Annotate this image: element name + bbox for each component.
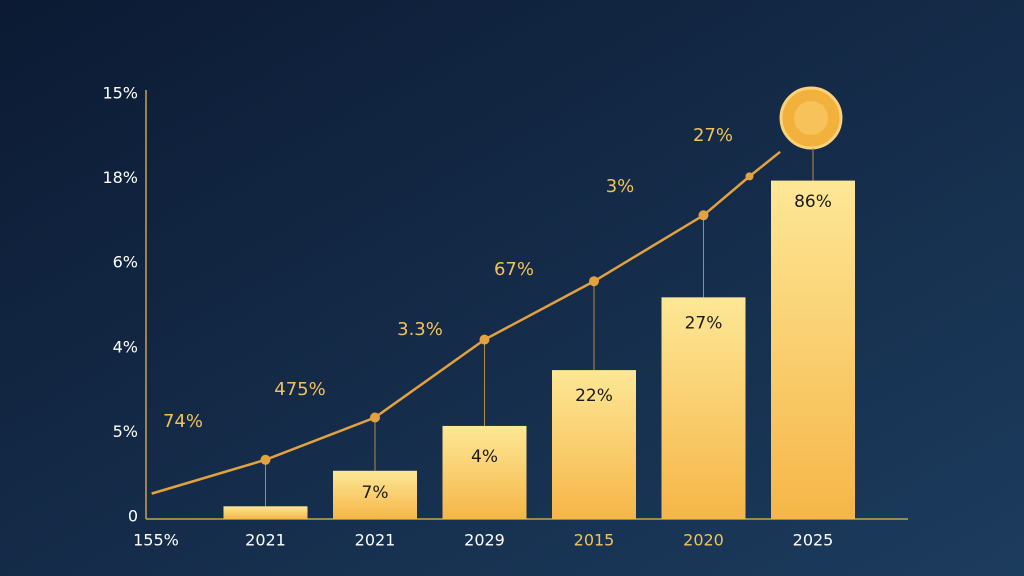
bar: [333, 470, 417, 519]
y-axis-label: 15%: [102, 84, 138, 103]
bar-label: 27%: [685, 313, 723, 333]
x-tick-label: 2015: [574, 531, 615, 550]
y-axis-label: 5%: [113, 422, 138, 441]
line-label: 27%: [693, 125, 733, 146]
line-label: 67%: [494, 259, 534, 280]
line-dot: [260, 454, 271, 465]
line-dot: [370, 412, 380, 423]
x-tick-label: 2021: [355, 531, 396, 550]
line-label: 475%: [274, 379, 325, 400]
x-tick-label: 2025: [793, 531, 834, 550]
bar-label: 4%: [471, 447, 498, 467]
bar: [661, 297, 746, 519]
trend-line: [151, 150, 781, 495]
y-axis-label: 0: [128, 507, 138, 526]
x-tick-label: 2020: [683, 531, 724, 550]
line-label: 3%: [606, 176, 635, 197]
line-dot: [698, 210, 709, 221]
y-axis-label: 4%: [113, 337, 138, 356]
bar: [771, 180, 855, 519]
bar: [223, 506, 308, 519]
line-dot: [589, 276, 599, 287]
line-label: 74%: [163, 411, 203, 432]
y-axis-label: 18%: [102, 168, 138, 187]
x-tick-label: 2021: [245, 531, 286, 550]
bar-label: 22%: [575, 386, 613, 406]
line-label: 3.3%: [397, 319, 443, 340]
bar-label: 86%: [794, 192, 832, 212]
bar-label: 7%: [362, 483, 389, 503]
bar: [552, 370, 636, 519]
x-tick-label: 2029: [464, 531, 505, 550]
x-tick-label: 155%: [133, 531, 179, 550]
line-dot: [479, 334, 490, 345]
line-dot: [745, 172, 754, 181]
bar: [442, 425, 527, 519]
coin-icon-inner: [794, 101, 828, 135]
y-axis-label: 6%: [113, 253, 138, 272]
